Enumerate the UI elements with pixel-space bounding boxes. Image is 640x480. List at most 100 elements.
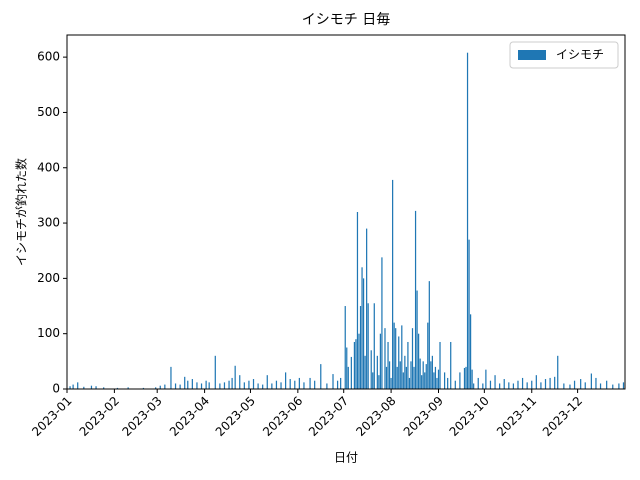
bar (248, 380, 250, 389)
bar (372, 372, 374, 389)
bar (214, 355, 216, 389)
bar (294, 380, 296, 389)
bar (72, 384, 74, 389)
bar (320, 364, 322, 389)
bar (170, 366, 172, 389)
bar (164, 384, 166, 389)
legend-box (509, 41, 619, 69)
bar (396, 366, 398, 389)
x-axis-label: 日付 (334, 451, 358, 465)
bar (344, 306, 346, 389)
x-tick-label: 2023-04 (167, 394, 212, 439)
bar (573, 380, 576, 389)
bar (494, 375, 496, 389)
bar (358, 333, 360, 389)
bar (413, 366, 415, 389)
x-tick-label: 2023-02 (77, 394, 122, 439)
bar (350, 356, 352, 389)
bar (612, 384, 614, 389)
bar (379, 333, 382, 389)
x-tick-label: 2023-05 (213, 394, 258, 439)
bar (266, 375, 268, 389)
bar (414, 210, 417, 389)
bar (503, 379, 505, 389)
bar (205, 380, 207, 389)
bar (443, 372, 446, 389)
bar (549, 377, 551, 389)
bar (355, 339, 357, 389)
bar (618, 383, 620, 389)
bar (599, 383, 602, 389)
bar (489, 380, 492, 389)
bar (405, 366, 407, 389)
bar (347, 366, 349, 389)
bar (535, 375, 537, 389)
bar (416, 290, 418, 389)
bar (392, 179, 394, 389)
bar (512, 383, 515, 389)
bar (289, 379, 291, 389)
bar (436, 377, 438, 389)
bar (450, 341, 452, 389)
bar (83, 386, 85, 389)
bar (370, 350, 372, 389)
bar (285, 372, 287, 389)
bar (499, 383, 501, 389)
bar (90, 385, 93, 389)
bar (437, 369, 440, 389)
bar (356, 212, 359, 389)
bar (257, 383, 259, 389)
bar (508, 382, 510, 389)
y-tick-label: 100 (37, 326, 60, 340)
bar (340, 377, 342, 389)
bar (376, 355, 378, 389)
bar (243, 382, 245, 389)
bar (410, 361, 412, 389)
bar (378, 375, 380, 389)
bar (103, 387, 105, 389)
bar (584, 382, 586, 389)
x-tick-label: 2023-11 (494, 394, 539, 439)
bar (364, 355, 366, 389)
bar (179, 384, 181, 389)
bar (563, 383, 565, 389)
bar (353, 341, 356, 389)
x-tick-label: 2023-08 (353, 394, 398, 439)
bar (381, 257, 383, 389)
y-axis-label: イシモチが釣れた数 (14, 158, 29, 266)
bar (362, 278, 365, 389)
bar (468, 239, 470, 389)
bar (465, 366, 467, 389)
bar (252, 379, 255, 389)
bar (424, 372, 426, 389)
bar (439, 341, 441, 389)
bar (580, 379, 582, 389)
x-tick-label: 2023-07 (306, 394, 351, 439)
bars (69, 52, 625, 389)
bar (430, 361, 432, 389)
bar (184, 376, 186, 389)
bar (404, 355, 406, 389)
bar (407, 341, 409, 389)
bar (540, 382, 542, 389)
bar (228, 380, 230, 389)
bar (174, 383, 177, 389)
bar (421, 375, 423, 389)
bar (482, 383, 484, 389)
bar (314, 380, 316, 389)
bar (239, 375, 241, 389)
bar (116, 387, 119, 389)
bar (385, 366, 388, 389)
y-tick-label: 200 (37, 271, 60, 285)
bar (454, 380, 456, 389)
x-tick-label: 2023-03 (119, 394, 164, 439)
bar (428, 281, 430, 389)
bar (463, 367, 466, 389)
bar (419, 358, 421, 389)
x-tick-label: 2023-10 (447, 394, 492, 439)
bar (466, 52, 469, 389)
bar (390, 377, 392, 389)
x-tick-label: 2023-01 (29, 394, 74, 439)
bar (388, 361, 391, 389)
bar (208, 382, 210, 389)
